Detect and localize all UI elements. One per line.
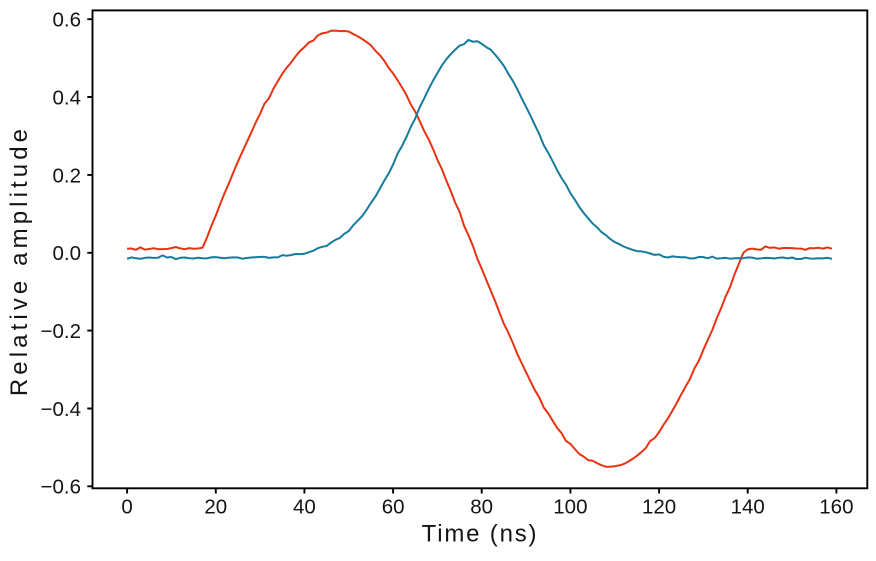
svg-text:−0.2: −0.2 [41, 320, 81, 343]
svg-text:0.4: 0.4 [53, 86, 82, 109]
svg-text:Relative amplitude: Relative amplitude [6, 125, 33, 396]
svg-text:0.6: 0.6 [53, 9, 82, 32]
svg-text:0.0: 0.0 [53, 242, 82, 265]
svg-text:20: 20 [204, 495, 227, 518]
svg-text:−0.6: −0.6 [41, 476, 81, 499]
svg-text:0.2: 0.2 [53, 164, 82, 187]
svg-text:100: 100 [553, 495, 587, 518]
svg-text:−0.4: −0.4 [41, 398, 81, 421]
svg-text:140: 140 [731, 495, 765, 518]
svg-text:40: 40 [293, 495, 316, 518]
svg-text:160: 160 [819, 495, 853, 518]
svg-text:120: 120 [642, 495, 676, 518]
svg-text:80: 80 [470, 495, 493, 518]
svg-text:0: 0 [121, 495, 132, 518]
svg-text:Time (ns): Time (ns) [422, 521, 539, 548]
svg-text:60: 60 [382, 495, 405, 518]
